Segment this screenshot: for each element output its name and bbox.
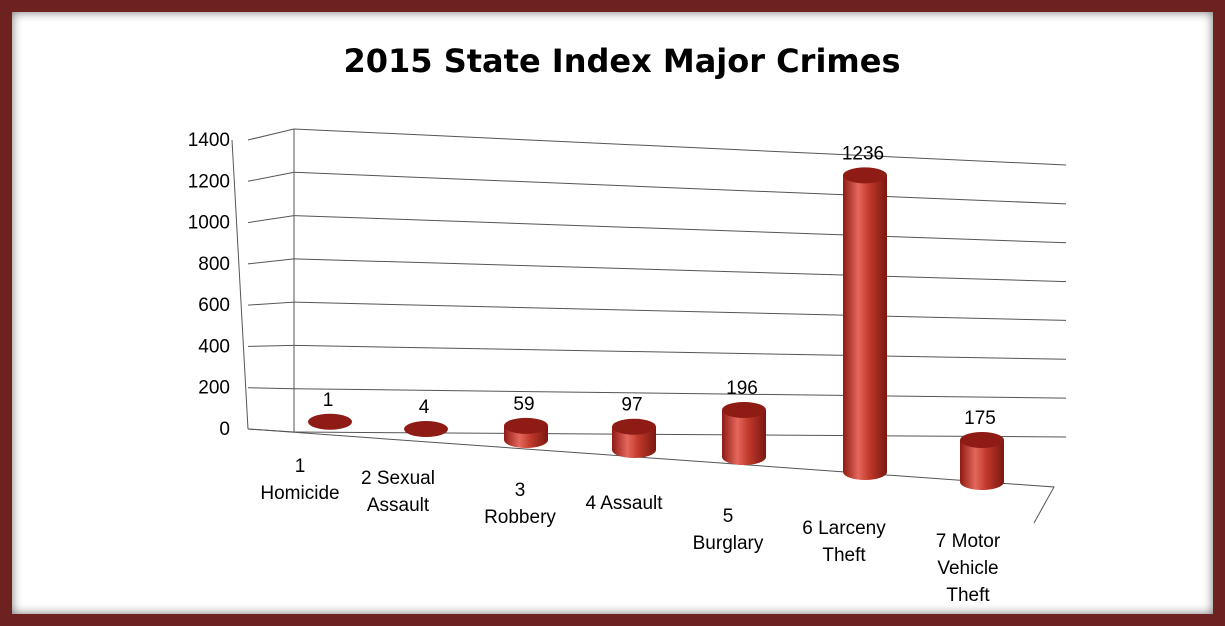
x-category-label: 7 Motor [936, 531, 1001, 552]
y-tick-label: 1000 [188, 213, 230, 234]
side-gridline-400 [247, 344, 295, 347]
y-tick-label: 0 [219, 419, 230, 440]
x-category-label: Theft [822, 545, 866, 566]
x-category-label: 3 [515, 480, 526, 501]
bar-body [960, 440, 1004, 490]
gridline-400 [293, 344, 1067, 360]
y-tick-label: 600 [198, 295, 230, 316]
x-category-label: Vehicle [937, 558, 998, 579]
bar-top [722, 401, 766, 418]
side-gridline-1400 [247, 128, 295, 141]
x-category-label: 4 Assault [585, 493, 663, 514]
x-category-label: Burglary [693, 533, 764, 554]
bar [960, 432, 1004, 490]
bar [504, 417, 548, 448]
chart-panel: 2015 State Index Major Crimes 0 200 400 600… [12, 12, 1213, 614]
bar-top [504, 417, 548, 434]
x-category-label: 1 [295, 456, 306, 477]
bar-body [722, 409, 766, 465]
bar [722, 401, 766, 465]
data-label: 1236 [842, 143, 884, 164]
x-category-label: Homicide [260, 483, 339, 504]
bar-top [612, 418, 656, 435]
gridline-1400 [293, 128, 1067, 166]
x-category-label: 5 [723, 506, 734, 527]
y-tick-label: 1400 [188, 130, 230, 151]
bar-top [960, 432, 1004, 448]
chart-svg: 2015 State Index Major Crimes 0 200 400 600… [188, 42, 1067, 606]
gridline-200 [293, 388, 1067, 399]
x-category-label: 2 Sexual [361, 468, 435, 489]
x-category-label: Theft [946, 585, 990, 606]
data-labels: 1 4 59 97 196 1236 175 [323, 143, 996, 429]
chart-title: 2015 State Index Major Crimes [344, 42, 901, 80]
left-wall-edge [231, 139, 249, 430]
y-tick-label: 800 [198, 254, 230, 275]
data-label: 59 [513, 394, 534, 415]
bar [843, 167, 887, 481]
x-axis-categories: 1 Homicide 2 Sexual Assault 3 Robbery 4 Assaul… [260, 456, 1000, 606]
side-gridline-1200 [247, 171, 295, 182]
gridline-800 [293, 258, 1067, 283]
bar-body [843, 175, 887, 481]
bar [404, 421, 448, 438]
y-tick-label: 200 [198, 378, 230, 399]
bar-body [612, 426, 656, 458]
data-label: 175 [964, 408, 996, 429]
x-category-label: 6 Larceny [802, 518, 886, 539]
y-tick-label: 1200 [188, 171, 230, 192]
data-label: 97 [621, 395, 642, 416]
gridline-1000 [293, 215, 1067, 244]
side-gridline-600 [247, 301, 295, 306]
data-label: 196 [726, 378, 758, 399]
x-category-label: Robbery [484, 507, 556, 528]
gridlines [231, 128, 1067, 524]
side-gridline-800 [247, 258, 295, 265]
data-label: 1 [323, 390, 334, 411]
y-axis-ticks: 0 200 400 600 800 1000 1200 1400 [188, 130, 230, 440]
data-label: 4 [419, 397, 430, 418]
x-category-label: Assault [367, 495, 430, 516]
side-gridline-200 [247, 387, 295, 390]
bar-top [843, 167, 887, 184]
bar [612, 418, 656, 458]
floor-edge [247, 428, 1055, 524]
gridline-1200 [293, 171, 1067, 205]
gridline-600 [293, 301, 1067, 321]
bar [308, 413, 352, 430]
bar-top [404, 421, 448, 438]
bars [308, 167, 1004, 490]
y-tick-label: 400 [198, 336, 230, 357]
side-gridline-1000 [247, 215, 295, 224]
bar-top [308, 413, 352, 430]
